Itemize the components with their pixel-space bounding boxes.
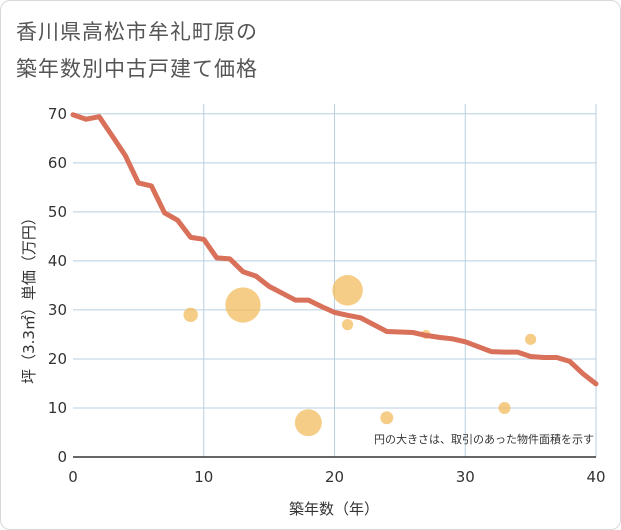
y-tick-label: 40 — [48, 252, 67, 270]
y-tick-label: 0 — [57, 448, 67, 466]
x-tick-label: 30 — [456, 468, 475, 486]
y-tick-label: 20 — [48, 350, 67, 368]
scatter-point — [341, 319, 354, 331]
x-tick-label: 40 — [586, 468, 605, 486]
y-axis-label: 坪（3.3㎡）単価（万円） — [20, 210, 38, 384]
scatter-point — [380, 411, 394, 425]
x-tick-label: 10 — [194, 468, 213, 486]
y-tick-label: 10 — [48, 399, 67, 417]
scatter-point — [225, 287, 261, 323]
y-tick-label: 60 — [48, 154, 67, 172]
scatter-point — [525, 333, 537, 345]
chart-title: 香川県高松市牟礼町原の 築年数別中古戸建て価格 — [16, 14, 258, 88]
y-tick-label: 70 — [48, 105, 67, 123]
scatter-point — [183, 307, 198, 323]
scatter-point — [332, 275, 363, 306]
x-tick-label: 20 — [325, 468, 344, 486]
scatter-series — [183, 275, 537, 437]
y-tick-label: 50 — [48, 203, 67, 221]
x-tick-labels: 0 10 20 30 40 — [68, 468, 605, 486]
bubble-size-note: 円の大きさは、取引のあった物件面積を示す — [374, 432, 594, 446]
chart-title-line-1: 香川県高松市牟礼町原の — [16, 20, 258, 44]
trend-line — [70, 112, 599, 387]
chart-title-line-2: 築年数別中古戸建て価格 — [16, 57, 258, 81]
scatter-point — [498, 401, 511, 414]
y-tick-labels: 0 10 20 30 40 50 60 70 — [48, 105, 67, 466]
scatter-point — [294, 409, 322, 437]
x-tick-label: 0 — [68, 468, 78, 486]
y-tick-label: 30 — [48, 301, 67, 319]
x-axis-label: 築年数（年） — [289, 500, 379, 518]
